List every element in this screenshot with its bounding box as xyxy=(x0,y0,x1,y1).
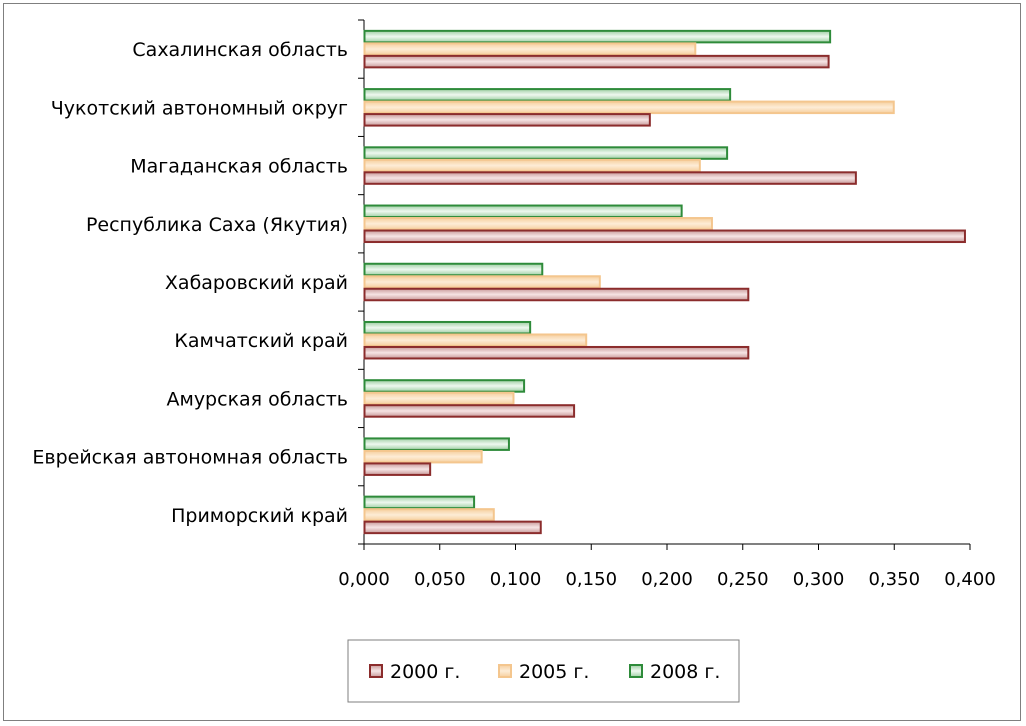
bar-2005 xyxy=(363,158,701,173)
x-tick-label: 0,250 xyxy=(717,569,769,590)
category-label: Еврейская автономная область xyxy=(32,447,348,469)
bar-2008 xyxy=(363,88,732,102)
bar-2008 xyxy=(363,204,683,219)
bar-2005 xyxy=(363,508,495,522)
bar-2008 xyxy=(363,262,544,277)
bar-2008 xyxy=(363,29,832,44)
legend-label: 2000 г. xyxy=(390,661,460,683)
bar-2005 xyxy=(363,449,483,464)
x-tick-label: 0,000 xyxy=(338,569,390,590)
bar-2005 xyxy=(363,100,895,115)
legend-label: 2008 г. xyxy=(650,661,720,683)
bar-2005 xyxy=(363,42,697,56)
bar-2000 xyxy=(363,520,542,535)
legend-label: 2005 г. xyxy=(519,661,589,683)
category-label: Сахалинская область xyxy=(132,39,348,61)
legend-swatch-2008 xyxy=(629,664,643,678)
x-tick-label: 0,350 xyxy=(868,569,920,590)
category-label: Камчатский край xyxy=(174,330,348,352)
category-label: Хабаровский край xyxy=(165,272,348,294)
bar-2005 xyxy=(363,333,588,347)
x-tick-label: 0,050 xyxy=(414,569,466,590)
legend: 2000 г. 2005 г. 2008 г. xyxy=(347,639,740,703)
bar-2000 xyxy=(363,171,857,185)
bar-2008 xyxy=(363,146,729,160)
bar-2005 xyxy=(363,217,713,231)
x-tick-label: 0,300 xyxy=(793,569,845,590)
bar-2005 xyxy=(363,391,515,406)
bar-2008 xyxy=(363,379,526,393)
plot-area: 0,000 0,050 0,100 0,150 0,200 0,250 0,300 0,350… xyxy=(32,19,996,590)
legend-swatch-2000 xyxy=(369,664,383,678)
category-label: Амурская область xyxy=(166,388,348,410)
x-tick-label: 0,400 xyxy=(944,569,996,590)
category-label: Приморский край xyxy=(171,505,348,527)
bar-2000 xyxy=(363,113,651,127)
legend-swatch-2005 xyxy=(498,664,512,678)
x-tick-label: 0,100 xyxy=(490,569,542,590)
category-label: Чукотский автономный округ xyxy=(51,97,348,119)
bar-2000 xyxy=(363,287,750,302)
x-tick-label: 0,150 xyxy=(565,569,617,590)
bar-2000 xyxy=(363,345,750,360)
bar-2000 xyxy=(363,229,966,244)
category-label: Республика Саха (Якутия) xyxy=(86,214,348,236)
category-label: Магаданская область xyxy=(130,156,348,178)
bar-2000 xyxy=(363,462,432,476)
bar-2005 xyxy=(363,275,601,289)
legend-box xyxy=(347,639,740,703)
bar-2000 xyxy=(363,404,576,418)
x-tick-label: 0,200 xyxy=(641,569,693,590)
bar-2008 xyxy=(363,495,476,510)
bar-2008 xyxy=(363,437,510,451)
bar-2000 xyxy=(363,54,830,69)
bar-2008 xyxy=(363,320,532,335)
